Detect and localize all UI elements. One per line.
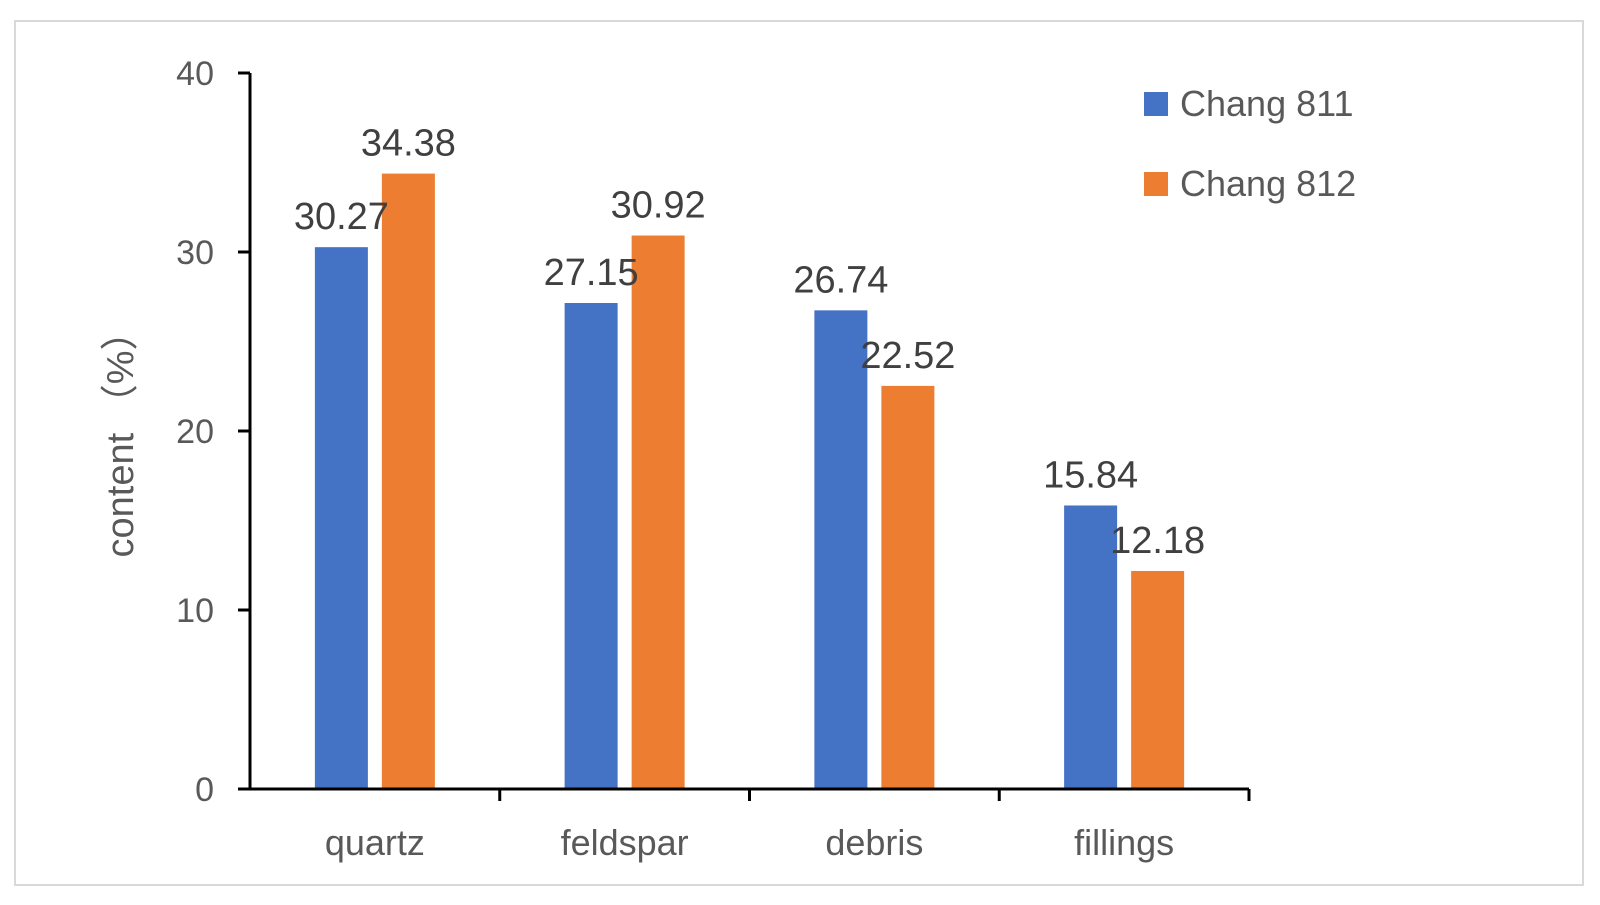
data-label-chang-812-debris: 22.52 bbox=[860, 335, 955, 377]
y-tick-label-40: 40 bbox=[176, 55, 214, 93]
axes-layer bbox=[238, 71, 1251, 801]
y-tick-label-30: 30 bbox=[176, 234, 214, 272]
labels-layer: 30.27 34.38 quartz 27.15 30.92 feldspar 26.74 2… bbox=[176, 55, 1205, 863]
data-label-chang-812-quartz: 34.38 bbox=[361, 123, 456, 165]
bar-chang-812-debris bbox=[881, 385, 935, 789]
data-label-chang-811-quartz: 30.27 bbox=[294, 196, 389, 238]
legend-swatch-chang-811 bbox=[1144, 92, 1168, 116]
data-label-chang-812-feldspar: 30.92 bbox=[611, 185, 706, 227]
legend-swatch-chang-812 bbox=[1144, 172, 1168, 196]
data-label-chang-811-debris: 26.74 bbox=[793, 259, 888, 301]
legend-label-chang-811: Chang 811 bbox=[1180, 83, 1353, 124]
y-tick-label-10: 10 bbox=[176, 592, 214, 630]
y-tick-label-20: 20 bbox=[176, 413, 214, 451]
y-tick-label-0: 0 bbox=[195, 771, 214, 809]
data-label-chang-811-fillings: 15.84 bbox=[1043, 454, 1138, 496]
x-tick-label-feldspar: feldspar bbox=[561, 822, 689, 863]
bars-layer bbox=[314, 173, 1185, 790]
data-label-chang-812-fillings: 12.18 bbox=[1110, 520, 1205, 562]
bar-chang-812-feldspar bbox=[631, 235, 685, 790]
x-tick-label-debris: debris bbox=[825, 822, 923, 863]
bar-chang-811-feldspar bbox=[564, 303, 618, 789]
y-axis-title: content （%） bbox=[100, 313, 142, 558]
bar-chang-811-fillings bbox=[1064, 505, 1118, 789]
chart-frame bbox=[14, 20, 1584, 886]
x-tick-label-fillings: fillings bbox=[1074, 822, 1174, 863]
bar-chang-812-quartz bbox=[381, 173, 435, 789]
legend-label-chang-812: Chang 812 bbox=[1180, 163, 1356, 204]
legend: Chang 811 Chang 812 bbox=[1144, 83, 1356, 204]
data-label-chang-811-feldspar: 27.15 bbox=[544, 252, 639, 294]
x-tick-label-quartz: quartz bbox=[325, 822, 425, 863]
bar-chang-811-quartz bbox=[314, 247, 368, 790]
bar-chang-811-debris bbox=[814, 310, 868, 789]
bar-chang-812-fillings bbox=[1131, 570, 1185, 789]
